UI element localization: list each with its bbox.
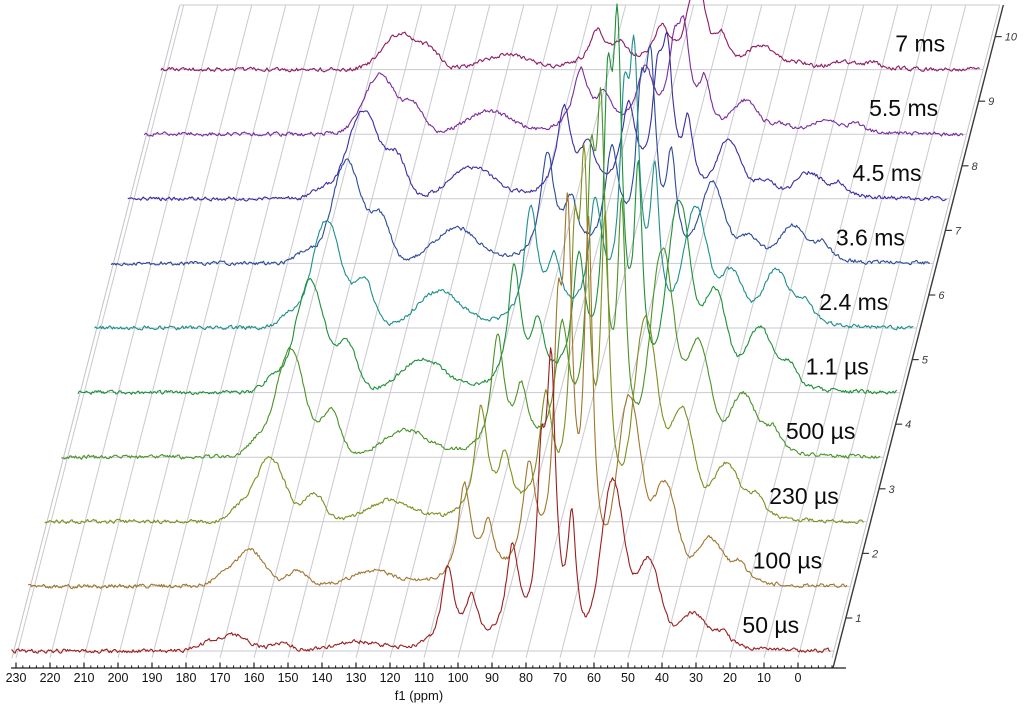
x-tick-label: 40 (655, 671, 669, 685)
grid-line-vertical (797, 5, 967, 659)
grid-line-vertical (287, 5, 457, 659)
trace-label: 5.5 ms (869, 95, 938, 121)
stack-tick-label: 1 (855, 613, 861, 625)
grid-line-vertical (83, 5, 253, 659)
x-tick-label: 20 (723, 671, 737, 685)
trace-label: 2.4 ms (819, 289, 888, 315)
trace-path (27, 192, 848, 590)
grid-line-vertical (559, 5, 729, 659)
grid-line-vertical (695, 5, 865, 659)
stack-tick-label: 10 (1005, 32, 1018, 44)
x-tick-label: 200 (108, 671, 129, 685)
x-tick-label: 210 (74, 671, 95, 685)
x-tick-label: 220 (40, 671, 61, 685)
grid-line-vertical (355, 5, 525, 659)
grid-line-vertical (729, 5, 899, 659)
x-tick-label: 100 (448, 671, 469, 685)
stack-tick-label: 7 (955, 225, 962, 237)
trace-path (61, 87, 881, 460)
grid-line-vertical (117, 5, 287, 659)
trace-label: 50 µs (742, 612, 799, 638)
stack-index-axis: 1 2 3 4 5 6 7 8 9 10 (832, 4, 1018, 669)
x-axis-title: f1 (ppm) (395, 688, 443, 703)
trace-label: 7 ms (895, 31, 945, 57)
trace-path (110, 44, 930, 267)
stack-tick-label: 3 (889, 484, 896, 496)
trace-label: 100 µs (753, 547, 823, 573)
spectra-traces (11, 0, 980, 654)
trace-path (94, 34, 914, 331)
x-tick-label: 150 (278, 671, 299, 685)
contact-time-labels: 50 µs 100 µs 230 µs 500 µs 1.1 µs 2.4 ms 3.6 m… (742, 31, 945, 638)
x-tick-label: 70 (553, 671, 567, 685)
grid-line-vertical (185, 5, 355, 659)
trace-label: 1.1 µs (806, 354, 869, 380)
x-tick-label: 120 (380, 671, 401, 685)
x-tick-label: 110 (414, 671, 434, 685)
grid-line-vertical (15, 5, 185, 659)
trace-label: 230 µs (769, 483, 839, 509)
grid-lines (13, 4, 1000, 659)
x-tick-label: 160 (244, 671, 265, 685)
frame-left-edge (11, 5, 181, 659)
stack-axis-line (832, 4, 1005, 669)
stack-tick-label: 2 (871, 548, 878, 560)
x-tick-label: 140 (312, 671, 333, 685)
stack-tick-label: 8 (972, 161, 979, 173)
plot-frame (11, 5, 1001, 659)
x-tick-label: 130 (346, 671, 367, 685)
x-tick-label: 10 (757, 671, 771, 685)
trace-path (11, 347, 831, 654)
stack-tick-label: 6 (938, 290, 945, 302)
grid-line-vertical (457, 5, 627, 659)
x-tick-label: 80 (519, 671, 533, 685)
x-tick-label: 60 (587, 671, 601, 685)
trace-path (127, 31, 947, 202)
trace-path (160, 0, 980, 73)
grid-line-vertical (389, 5, 559, 659)
x-tick-label: 230 (6, 671, 27, 685)
grid-line-vertical (525, 5, 695, 659)
frame-right-edge (831, 5, 1001, 659)
grid-line-vertical (593, 5, 763, 659)
grid-line-vertical (627, 5, 797, 659)
stack-tick-label: 5 (922, 355, 929, 367)
x-tick-label: 190 (142, 671, 163, 685)
grid-line-vertical (219, 5, 389, 659)
x-tick-label: 50 (621, 671, 635, 685)
x-tick-label: 30 (689, 671, 703, 685)
ppm-axis: 230 220 210 200 190 180 170 160 150 140 130 120 110 1… (6, 662, 846, 685)
trace-label: 3.6 ms (836, 224, 905, 250)
trace-label: 500 µs (786, 418, 856, 444)
x-tick-label: 170 (210, 671, 231, 685)
x-tick-label: 90 (485, 671, 499, 685)
grid-line-vertical (423, 5, 593, 659)
trace-label: 4.5 ms (852, 160, 921, 186)
x-tick-label: 0 (795, 671, 802, 685)
stack-tick-label: 9 (988, 96, 994, 108)
grid-line-vertical (321, 5, 491, 659)
grid-line-vertical (661, 5, 831, 659)
grid-line-vertical (763, 5, 933, 659)
grid-line-vertical (49, 5, 219, 659)
trace-path (143, 15, 964, 137)
x-tick-label: 180 (176, 671, 197, 685)
stack-tick-label: 4 (905, 419, 911, 431)
grid-line-vertical (491, 5, 661, 659)
trace-path (77, 3, 898, 396)
grid-line-vertical (253, 5, 423, 659)
grid-line-vertical (151, 5, 321, 659)
trace-path (44, 143, 864, 525)
